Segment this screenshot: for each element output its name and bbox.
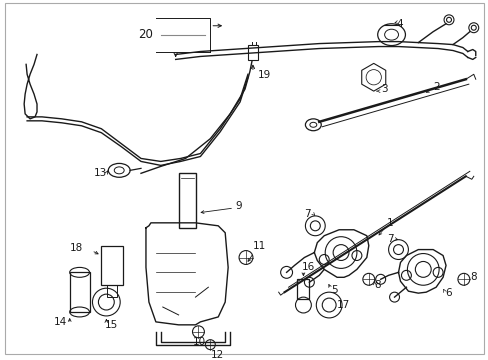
Text: 8: 8 <box>469 272 475 282</box>
Text: 14: 14 <box>54 317 67 327</box>
Text: 5: 5 <box>330 285 337 295</box>
Text: 17: 17 <box>336 300 349 310</box>
Text: 9: 9 <box>235 201 241 211</box>
Text: 20: 20 <box>138 28 153 41</box>
Text: 7: 7 <box>386 234 392 244</box>
Bar <box>178 173 196 228</box>
Bar <box>247 45 257 60</box>
Text: 15: 15 <box>104 320 118 330</box>
Bar <box>297 279 309 299</box>
Text: 2: 2 <box>432 82 439 92</box>
Text: 12: 12 <box>210 350 223 360</box>
Text: 3: 3 <box>380 84 386 94</box>
Bar <box>101 246 123 285</box>
Text: 13: 13 <box>93 168 106 178</box>
Text: 1: 1 <box>386 218 392 228</box>
Text: 16: 16 <box>301 262 314 273</box>
Text: 8: 8 <box>374 280 381 290</box>
Bar <box>70 273 89 312</box>
Text: 6: 6 <box>444 288 451 298</box>
Bar <box>107 285 117 297</box>
Text: 11: 11 <box>252 240 265 251</box>
Text: 4: 4 <box>396 19 402 29</box>
Text: 10: 10 <box>192 337 205 347</box>
Text: 7: 7 <box>304 209 310 219</box>
Text: 18: 18 <box>70 243 83 253</box>
Text: 19: 19 <box>257 70 270 80</box>
